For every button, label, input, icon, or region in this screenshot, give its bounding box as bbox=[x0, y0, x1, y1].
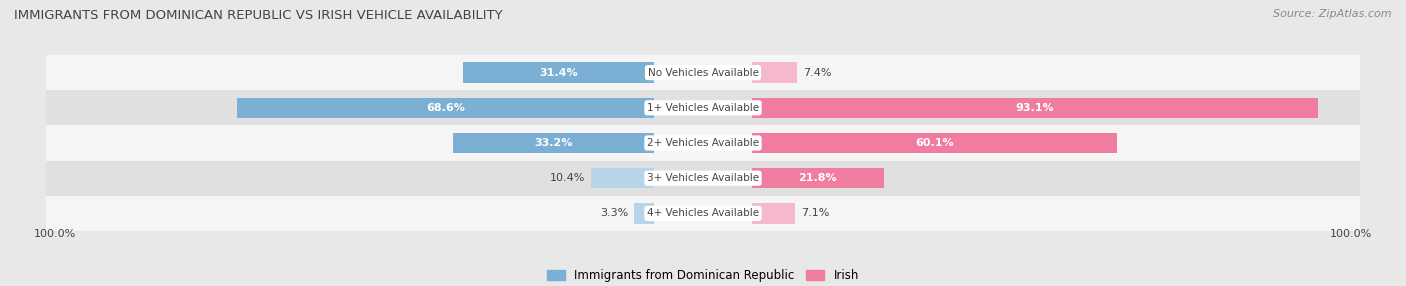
Bar bbox=[634, 203, 654, 224]
Bar bbox=[46, 125, 1360, 161]
Text: 10.4%: 10.4% bbox=[550, 173, 585, 183]
Bar bbox=[46, 196, 1360, 231]
Text: 3+ Vehicles Available: 3+ Vehicles Available bbox=[647, 173, 759, 183]
Text: 21.8%: 21.8% bbox=[799, 173, 837, 183]
Text: IMMIGRANTS FROM DOMINICAN REPUBLIC VS IRISH VEHICLE AVAILABILITY: IMMIGRANTS FROM DOMINICAN REPUBLIC VS IR… bbox=[14, 9, 503, 21]
Text: 1+ Vehicles Available: 1+ Vehicles Available bbox=[647, 103, 759, 113]
Bar bbox=[46, 161, 1360, 196]
Bar bbox=[752, 98, 1317, 118]
Text: Source: ZipAtlas.com: Source: ZipAtlas.com bbox=[1274, 9, 1392, 19]
Text: 60.1%: 60.1% bbox=[915, 138, 953, 148]
Bar bbox=[591, 168, 654, 188]
Bar bbox=[46, 55, 1360, 90]
Bar bbox=[46, 90, 1360, 125]
Text: 3.3%: 3.3% bbox=[600, 208, 628, 219]
Text: 31.4%: 31.4% bbox=[540, 67, 578, 78]
Bar bbox=[752, 168, 884, 188]
Bar bbox=[238, 98, 654, 118]
Text: 93.1%: 93.1% bbox=[1015, 103, 1054, 113]
Legend: Immigrants from Dominican Republic, Irish: Immigrants from Dominican Republic, Iris… bbox=[543, 265, 863, 286]
Text: 4+ Vehicles Available: 4+ Vehicles Available bbox=[647, 208, 759, 219]
Bar bbox=[752, 133, 1116, 153]
Text: 100.0%: 100.0% bbox=[1330, 229, 1372, 239]
Text: No Vehicles Available: No Vehicles Available bbox=[648, 67, 758, 78]
Text: 100.0%: 100.0% bbox=[34, 229, 76, 239]
Text: 68.6%: 68.6% bbox=[426, 103, 465, 113]
Bar bbox=[464, 62, 654, 83]
Text: 33.2%: 33.2% bbox=[534, 138, 572, 148]
Bar bbox=[752, 203, 794, 224]
Bar bbox=[453, 133, 654, 153]
Text: 2+ Vehicles Available: 2+ Vehicles Available bbox=[647, 138, 759, 148]
Bar bbox=[752, 62, 797, 83]
Text: 7.1%: 7.1% bbox=[801, 208, 830, 219]
Text: 7.4%: 7.4% bbox=[803, 67, 831, 78]
